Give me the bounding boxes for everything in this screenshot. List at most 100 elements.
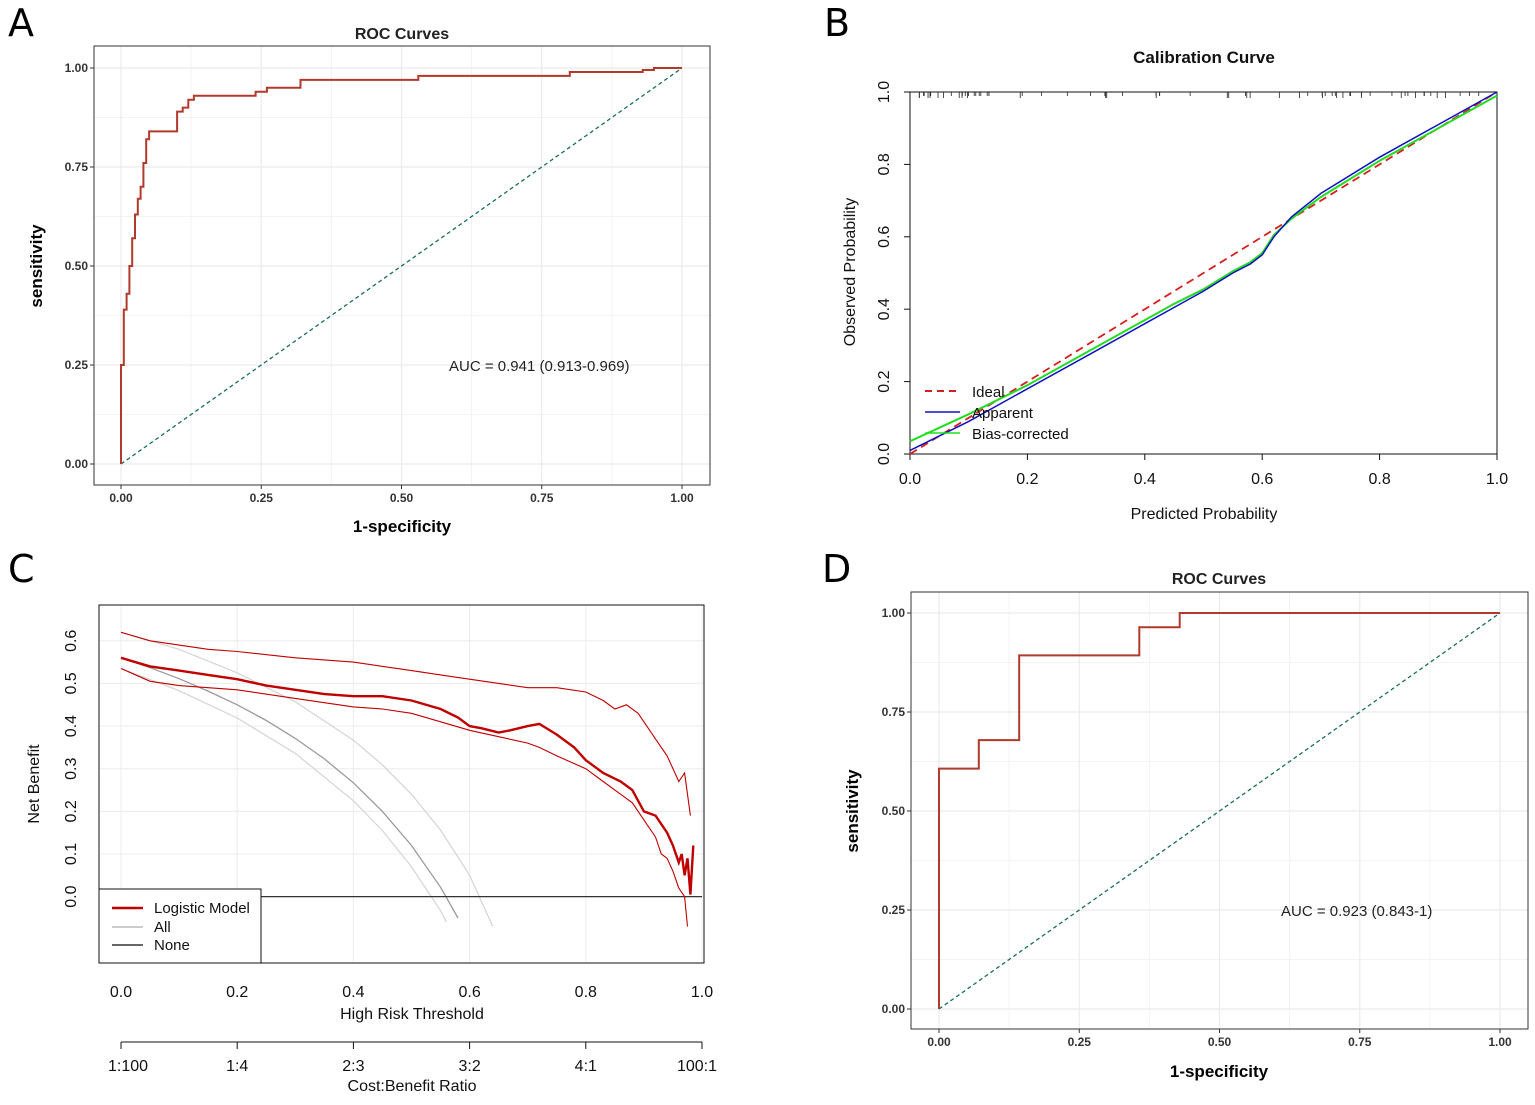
y-tick-label-a-2: 0.50 xyxy=(65,259,89,273)
chart-title-a: ROC Curves xyxy=(355,26,449,43)
x-tick-label-d-1: 0.25 xyxy=(1068,1035,1092,1049)
ticks-b: 0.0 0.2 0.4 0.6 0.8 1.0 0.0 0.2 0.4 0.6 0.8 1.0 xyxy=(876,81,1508,488)
y-tick-label-a-0: 0.00 xyxy=(65,457,89,471)
x2-tick-label-c-2: 2:3 xyxy=(342,1058,364,1075)
roc-line-d xyxy=(938,612,1500,1009)
x-tick-label-c-4: 0.8 xyxy=(575,984,597,1001)
x-tick-label-b-3: 0.6 xyxy=(1251,471,1273,488)
all-line-lower xyxy=(120,667,447,923)
x-tick-label-b-5: 1.0 xyxy=(1486,471,1508,488)
reference-line-d xyxy=(938,612,1501,1010)
y-tick-label-d-4: 1.00 xyxy=(882,606,906,620)
panel-letter-c: C xyxy=(8,547,35,591)
y-tick-label-b-4: 0.8 xyxy=(876,153,893,175)
y-tick-label-b-2: 0.4 xyxy=(876,298,893,320)
x-axis-label-b: Predicted Probability xyxy=(1131,506,1278,523)
x-tick-label-a-4: 1.00 xyxy=(670,491,694,505)
calibration-chart-b: 0.0 0.2 0.4 0.6 0.8 1.0 0.0 0.2 0.4 0.6 0.8 1.0 Cal… xyxy=(842,48,1508,523)
y-tick-label-c-3: 0.3 xyxy=(63,758,80,780)
plot-border-b xyxy=(909,91,1498,455)
y-axis-label-c: Net Benefit xyxy=(26,744,43,824)
plot-border-c xyxy=(98,604,705,964)
x2-tick-label-c-4: 4:1 xyxy=(575,1058,597,1075)
x2-tick-label-c-3: 3:2 xyxy=(458,1058,480,1075)
x-tick-label-b-0: 0.0 xyxy=(899,471,921,488)
all-line-upper xyxy=(120,631,494,927)
panel-letter-a: A xyxy=(8,1,34,45)
x-axis-label-c: High Risk Threshold xyxy=(340,1006,484,1023)
x-tick-label-b-4: 0.8 xyxy=(1368,471,1390,488)
auc-annotation-a: AUC = 0.941 (0.913-0.969) xyxy=(449,358,630,375)
x2-tick-label-c-1: 1:4 xyxy=(226,1058,248,1075)
x-tick-label-d-4: 1.00 xyxy=(1488,1035,1512,1049)
legend-label-bias: Bias-corrected xyxy=(972,426,1069,443)
y-tick-label-a-3: 0.75 xyxy=(65,160,89,174)
model-line-lower xyxy=(120,667,689,927)
roc-chart-d: 0.00 0.25 0.50 0.75 1.00 0.00 0.25 0.50 0.75 1.00… xyxy=(843,571,1529,1081)
legend-b: Ideal Apparent Bias-corrected xyxy=(925,384,1069,443)
x2-tick-label-c-5: 100:1 xyxy=(677,1058,717,1075)
y-axis-label-d: sensitivity xyxy=(843,769,862,853)
panel-letter-b: B xyxy=(824,1,850,45)
y-tick-label-b-0: 0.0 xyxy=(876,443,893,465)
ideal-line xyxy=(909,91,1498,455)
y-tick-label-c-6: 0.6 xyxy=(63,630,80,652)
x-tick-label-d-0: 0.00 xyxy=(927,1035,951,1049)
x-tick-label-a-1: 0.25 xyxy=(250,491,274,505)
x-tick-label-c-2: 0.4 xyxy=(342,984,364,1001)
chart-title-b: Calibration Curve xyxy=(1133,48,1275,67)
legend-label-model: Logistic Model xyxy=(154,900,250,917)
chart-title-d: ROC Curves xyxy=(1172,571,1266,588)
x-axis-label-d: 1-specificity xyxy=(1170,1062,1269,1081)
ticks-c: 0.0 0.2 0.4 0.6 0.8 1.0 0.0 0.1 0.2 0.3 0.4 0.5 0.6 1… xyxy=(63,630,717,1075)
x-tick-label-c-5: 1.0 xyxy=(691,984,713,1001)
series-a xyxy=(120,67,683,465)
y-tick-label-a-1: 0.25 xyxy=(65,358,89,372)
x-tick-label-c-3: 0.6 xyxy=(458,984,480,1001)
legend-c: Logistic Model All None xyxy=(98,888,262,964)
x2-axis-label-c: Cost:Benefit Ratio xyxy=(348,1078,477,1095)
y-tick-label-b-1: 0.2 xyxy=(876,370,893,392)
y-tick-label-d-0: 0.00 xyxy=(882,1002,906,1016)
legend-label-ideal: Ideal xyxy=(972,384,1005,401)
y-tick-label-c-4: 0.4 xyxy=(63,715,80,737)
model-line-upper xyxy=(120,631,691,816)
y-tick-label-d-2: 0.50 xyxy=(882,804,906,818)
bias-corrected-line xyxy=(909,94,1498,443)
y-tick-label-c-1: 0.1 xyxy=(63,843,80,865)
legend-label-all: All xyxy=(154,919,171,936)
x-tick-label-d-2: 0.50 xyxy=(1208,1035,1232,1049)
x-axis-label-a: 1-specificity xyxy=(353,517,452,536)
ticks-a: 0.00 0.25 0.50 0.75 1.00 0.00 0.25 0.50 0.75 1.00 xyxy=(65,61,694,505)
y-tick-label-b-3: 0.6 xyxy=(876,226,893,248)
legend-box-c xyxy=(98,888,262,964)
apparent-line xyxy=(909,91,1498,452)
all-line xyxy=(120,657,459,919)
y-tick-label-c-5: 0.5 xyxy=(63,672,80,694)
y-tick-label-c-2: 0.2 xyxy=(63,800,80,822)
x2-tick-label-c-0: 1:100 xyxy=(108,1058,148,1075)
ticks-d: 0.00 0.25 0.50 0.75 1.00 0.00 0.25 0.50 0.75 1.00 xyxy=(882,606,1512,1049)
series-d xyxy=(938,612,1501,1010)
y-tick-label-a-4: 1.00 xyxy=(65,61,89,75)
auc-annotation-d: AUC = 0.923 (0.843-1) xyxy=(1281,903,1432,920)
legend-label-none: None xyxy=(154,937,190,954)
y-axis-label-b: Observed Probability xyxy=(842,198,859,347)
x-tick-label-c-0: 0.0 xyxy=(110,984,132,1001)
y-tick-label-c-0: 0.0 xyxy=(63,885,80,907)
x-tick-label-a-3: 0.75 xyxy=(530,491,554,505)
x-tick-label-b-2: 0.4 xyxy=(1134,471,1156,488)
y-tick-label-d-1: 0.25 xyxy=(882,903,906,917)
panel-letter-d: D xyxy=(822,547,851,591)
rug-b xyxy=(918,92,1480,98)
x-tick-label-a-2: 0.50 xyxy=(390,491,414,505)
x-tick-label-c-1: 0.2 xyxy=(226,984,248,1001)
x-tick-label-d-3: 0.75 xyxy=(1348,1035,1372,1049)
series-b xyxy=(909,91,1498,455)
x-tick-label-b-1: 0.2 xyxy=(1016,471,1038,488)
roc-chart-a: 0.00 0.25 0.50 0.75 1.00 0.00 0.25 0.50 0.75 1.00… xyxy=(27,26,711,536)
series-c xyxy=(120,631,702,927)
roc-line-a xyxy=(120,67,682,464)
series-clip-c xyxy=(120,631,702,927)
